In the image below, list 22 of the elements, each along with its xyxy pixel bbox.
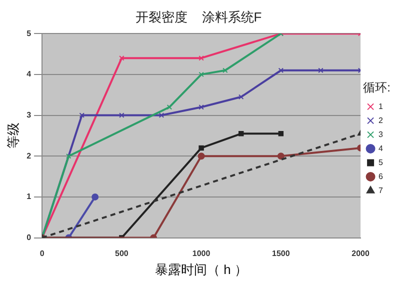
legend-label: 5 (378, 158, 384, 167)
x-tick-label: 0 (40, 248, 45, 258)
legend-label: 7 (378, 186, 384, 195)
legend-label: 6 (378, 172, 384, 181)
legend-label: 4 (378, 144, 384, 153)
y-tick-label: 0 (26, 233, 32, 242)
legend-label: 2 (378, 116, 384, 125)
y-tick-label: 4 (26, 70, 32, 79)
y-tick-label: 1 (26, 192, 32, 202)
legend-title: 循环: (363, 80, 390, 95)
y-tick-label: 3 (26, 110, 32, 120)
chart-title: 开裂密度 涂料系统F (135, 9, 262, 24)
x-tick-label: 2000 (352, 248, 370, 258)
x-tick-label: 1000 (192, 248, 211, 258)
x-axis-title: 暴露时间（ h ） (155, 262, 248, 277)
y-tick-label: 5 (26, 28, 32, 38)
y-axis-title: 等级 (5, 122, 20, 149)
y-tick-label: 2 (26, 151, 32, 160)
legend-label: 3 (378, 130, 384, 139)
legend-label: 1 (378, 102, 384, 111)
x-tick-label: 1500 (272, 248, 290, 258)
x-tick-label: 500 (114, 248, 129, 258)
